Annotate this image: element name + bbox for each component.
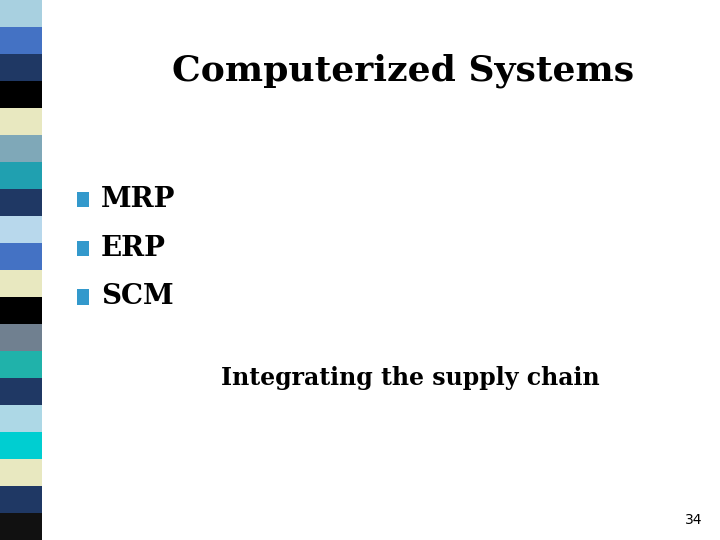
Bar bbox=[0, 270, 42, 297]
Bar bbox=[77, 241, 89, 256]
Bar bbox=[0, 405, 42, 432]
Bar bbox=[0, 81, 42, 108]
Text: Integrating the supply chain: Integrating the supply chain bbox=[221, 366, 600, 390]
Bar bbox=[0, 513, 42, 540]
Bar bbox=[0, 378, 42, 405]
Bar bbox=[0, 0, 42, 27]
Bar bbox=[0, 189, 42, 216]
Text: ERP: ERP bbox=[101, 235, 166, 262]
Bar bbox=[77, 289, 89, 305]
Bar bbox=[0, 108, 42, 135]
Bar bbox=[0, 324, 42, 351]
Bar bbox=[0, 297, 42, 324]
Bar bbox=[0, 54, 42, 81]
Bar bbox=[0, 459, 42, 486]
Text: 34: 34 bbox=[685, 512, 702, 526]
Bar bbox=[77, 192, 89, 207]
Bar bbox=[0, 351, 42, 378]
Bar bbox=[0, 162, 42, 189]
Bar bbox=[0, 243, 42, 270]
Bar bbox=[0, 135, 42, 162]
Bar bbox=[0, 27, 42, 54]
Bar bbox=[0, 216, 42, 243]
Text: Computerized Systems: Computerized Systems bbox=[172, 54, 634, 89]
Text: SCM: SCM bbox=[101, 284, 174, 310]
Text: MRP: MRP bbox=[101, 186, 175, 213]
Bar bbox=[0, 486, 42, 513]
Bar bbox=[0, 432, 42, 459]
